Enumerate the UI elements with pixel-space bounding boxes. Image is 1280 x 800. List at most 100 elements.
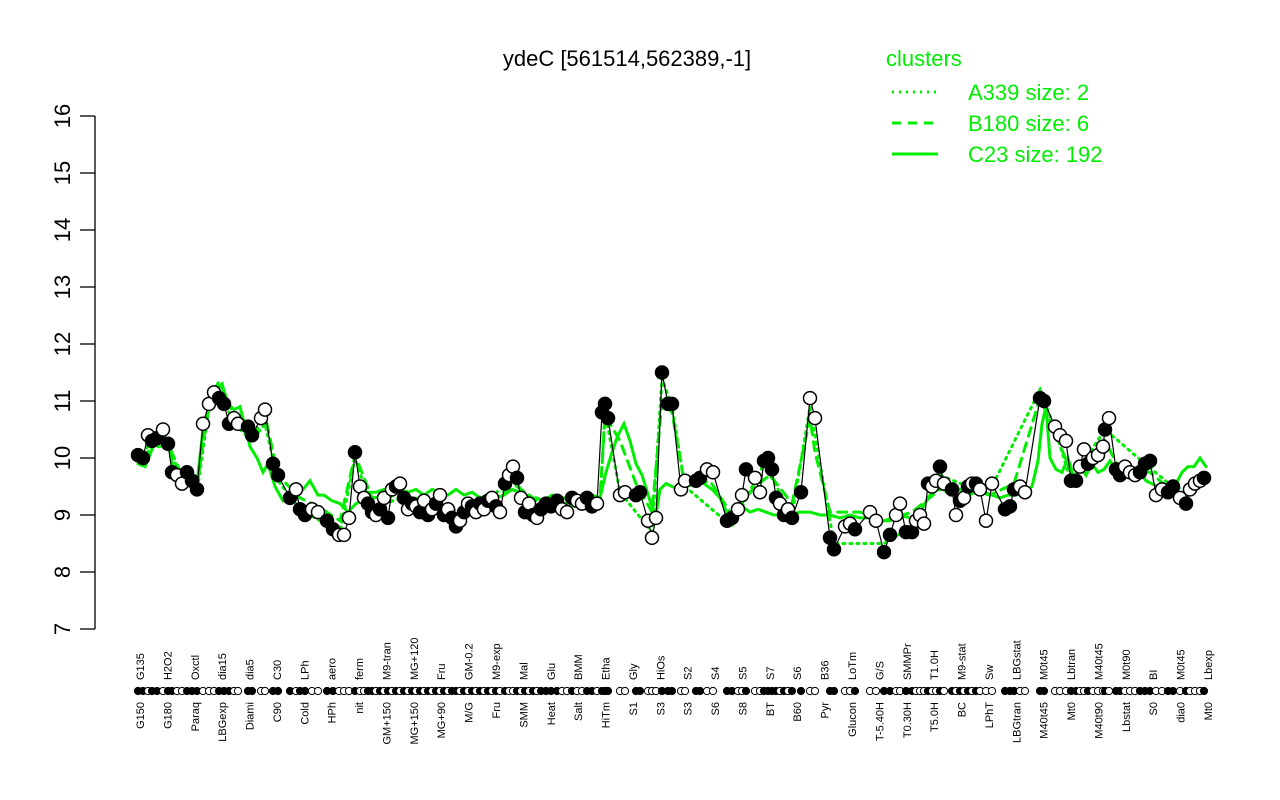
x-tick-label: Mal <box>518 662 530 680</box>
data-point <box>288 482 304 497</box>
x-tick-label: M/G <box>464 702 476 723</box>
x-tick-label: G/S <box>874 661 886 680</box>
x-tick-label: HiTm <box>601 702 613 728</box>
data-point <box>310 504 326 520</box>
data-point <box>882 527 898 543</box>
x-marker <box>939 686 949 696</box>
data-point <box>944 482 960 497</box>
x-tick-label: LBGtran <box>1011 702 1023 743</box>
data-point <box>807 410 823 426</box>
x-tick-label: Oxctl <box>190 655 202 680</box>
data-point <box>747 470 763 486</box>
data-point <box>972 482 988 497</box>
data-points <box>130 365 1212 560</box>
data-point <box>705 465 721 480</box>
x-tick-label: Glu <box>546 663 558 680</box>
y-tick-label: 7 <box>50 623 75 635</box>
x-marker <box>313 686 323 696</box>
legend-entry: C23 size: 192 <box>968 142 1103 167</box>
data-point <box>216 396 232 412</box>
x-tick-label: M40t45 <box>1039 702 1051 739</box>
data-point <box>600 410 616 426</box>
x-tick-label: M9-exp <box>491 643 503 680</box>
x-tick-label: C90 <box>272 702 284 722</box>
data-point <box>341 510 357 526</box>
x-tick-label: S6 <box>710 702 722 715</box>
data-point <box>984 476 1000 491</box>
x-marker <box>796 686 806 696</box>
x-tick-label: nit <box>354 702 366 714</box>
legend-title: clusters <box>886 46 962 71</box>
x-tick-label: G180 <box>162 702 174 729</box>
x-tick-label: Cold <box>299 702 311 725</box>
x-tick-label: GM-0.2 <box>464 643 476 680</box>
x-tick-label: Heat <box>546 702 558 725</box>
x-tick-label: M0t45 <box>1176 649 1188 680</box>
x-tick-label: Etha <box>601 656 613 680</box>
data-point <box>847 522 863 537</box>
x-marker <box>667 686 677 696</box>
data-point <box>764 462 780 477</box>
data-point <box>509 470 525 486</box>
x-tick-label: SMMPr <box>902 643 914 680</box>
x-marker <box>247 686 257 696</box>
data-point <box>730 502 746 517</box>
x-tick-label: MG+120 <box>409 638 421 681</box>
x-tick-label: S3 <box>655 702 667 715</box>
x-tick-label: H2O2 <box>162 651 174 680</box>
data-point <box>793 484 809 500</box>
x-tick-label: BT <box>765 702 777 716</box>
data-point <box>1142 453 1158 469</box>
x-tick-label: dia0 <box>1176 702 1188 723</box>
x-marker <box>987 686 997 696</box>
x-tick-label: T-5.40H <box>874 702 886 741</box>
x-tick-label: ferm <box>354 658 366 680</box>
x-tick-label: S7 <box>765 667 777 680</box>
data-point <box>1178 496 1194 511</box>
x-tick-label: G135 <box>135 653 147 680</box>
y-axis: 7 8 9 10 11 12 13 14 15 16 <box>50 104 96 635</box>
data-point <box>1002 499 1018 514</box>
x-tick-label: Lbstat <box>1121 702 1133 732</box>
data-point <box>336 527 352 543</box>
data-point <box>752 484 768 500</box>
data-point <box>1101 410 1117 426</box>
data-point <box>892 496 908 511</box>
x-tick-label: LPhT <box>984 702 996 729</box>
data-point <box>189 482 205 497</box>
x-tick-label: M0t90 <box>1121 649 1133 680</box>
data-point <box>734 487 750 503</box>
data-point <box>1196 470 1212 486</box>
x-tick-label: M9-tran <box>381 642 393 680</box>
legend-entry: A339 size: 2 <box>968 80 1089 105</box>
y-tick-label: 15 <box>50 161 75 185</box>
data-point <box>826 541 842 557</box>
x-tick-label: BC <box>957 702 969 717</box>
x-tick-label: B36 <box>820 660 832 680</box>
x-tick-label: S1 <box>628 702 640 715</box>
x-tick-label: B60 <box>792 702 804 722</box>
data-point <box>644 530 660 546</box>
x-tick-label: Lbtran <box>1066 649 1078 680</box>
data-point <box>1095 439 1111 454</box>
x-tick-label: MG+90 <box>436 702 448 738</box>
x-tick-label: M40t45 <box>1093 643 1105 680</box>
legend: clusters A339 size: 2 B180 size: 6 C23 siz… <box>886 46 1103 167</box>
data-point <box>1058 433 1074 449</box>
data-point <box>932 459 948 474</box>
x-tick-label: Glucon <box>847 702 859 737</box>
x-tick-label: Sw <box>984 665 996 680</box>
x-axis-labels: G135 H2O2 Oxctl dia15 dia5 C30 LPh aero ferm M9-t… <box>133 638 1215 745</box>
x-tick-label: Fru <box>491 702 503 719</box>
x-marker <box>708 686 718 696</box>
data-point <box>392 476 408 491</box>
x-marker <box>620 686 630 696</box>
x-tick-label: C30 <box>272 660 284 680</box>
data-point <box>784 510 800 526</box>
x-marker <box>1039 686 1049 696</box>
data-point <box>1017 484 1033 500</box>
x-marker <box>741 686 751 696</box>
x-tick-label: M9-stat <box>957 643 969 680</box>
x-tick-label: LBGstat <box>1011 640 1023 680</box>
data-point <box>1076 442 1092 457</box>
